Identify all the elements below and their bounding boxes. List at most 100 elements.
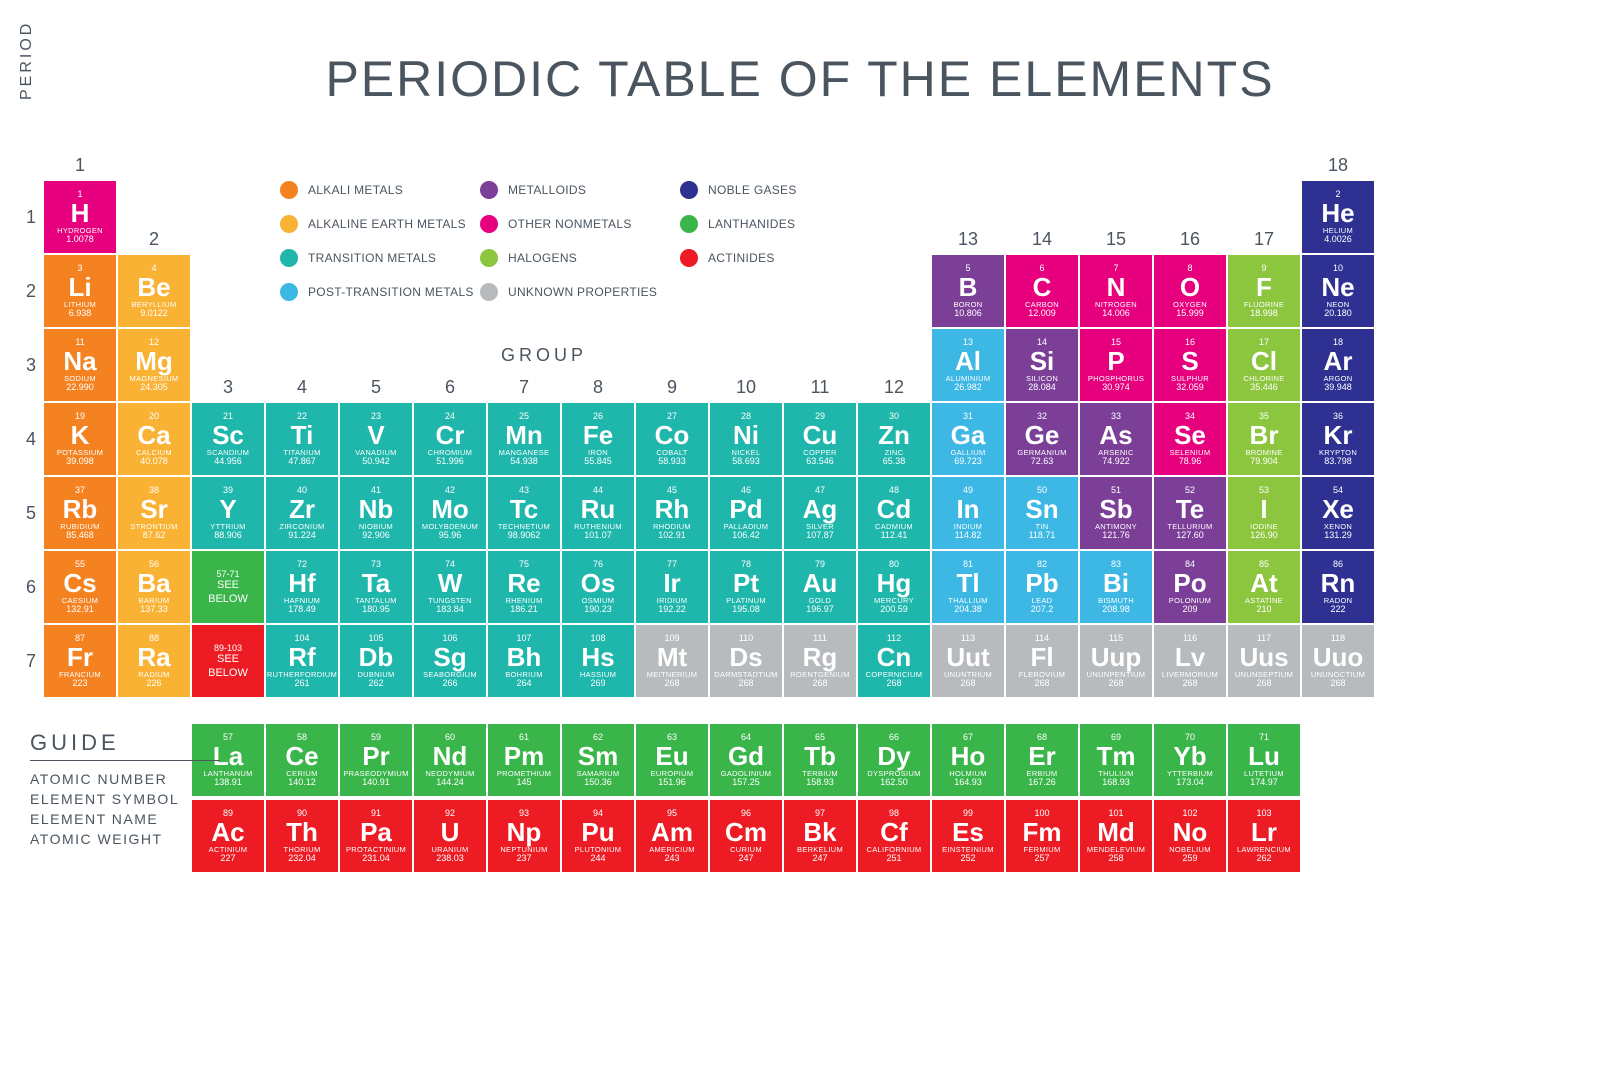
element-cell: 18ArARGON39.948 (1302, 329, 1374, 401)
element-symbol: Al (932, 348, 1004, 374)
legend-label: METALLOIDS (508, 183, 586, 197)
atomic-weight: 268 (932, 679, 1004, 688)
element-cell: 114FlFLEROVIUM268 (1006, 625, 1078, 697)
element-cell: 116LvLIVERMORIUM268 (1154, 625, 1226, 697)
element-symbol: Ce (266, 743, 338, 769)
element-cell: 65TbTERBIUM158.93 (784, 724, 856, 796)
element-cell: 25MnMANGANESE54.938 (488, 403, 560, 475)
atomic-weight: 232.04 (266, 854, 338, 863)
element-cell: 80HgMERCURY200.59 (858, 551, 930, 623)
element-cell: 1HHYDROGEN1.0078 (44, 181, 116, 253)
legend-label: UNKNOWN PROPERTIES (508, 285, 657, 299)
group-number: 4 (266, 377, 338, 398)
element-symbol: Pb (1006, 570, 1078, 596)
atomic-weight: 12.009 (1006, 309, 1078, 318)
legend-label: POST-TRANSITION METALS (308, 285, 474, 299)
element-symbol: Cn (858, 644, 930, 670)
element-symbol: Cr (414, 422, 486, 448)
element-symbol: Rb (44, 496, 116, 522)
element-cell: 90ThTHORIUM232.04 (266, 800, 338, 872)
element-symbol: B (932, 274, 1004, 300)
legend-item: ALKALINE EARTH METALS (280, 209, 480, 239)
element-symbol: Dy (858, 743, 930, 769)
atomic-weight: 24.305 (118, 383, 190, 392)
element-symbol: Si (1006, 348, 1078, 374)
element-cell: 99EsEINSTEINIUM252 (932, 800, 1004, 872)
element-symbol: Sc (192, 422, 264, 448)
atomic-weight: 167.26 (1006, 778, 1078, 787)
atomic-weight: 140.12 (266, 778, 338, 787)
element-symbol: Fe (562, 422, 634, 448)
group-number: 7 (488, 377, 560, 398)
legend-item: POST-TRANSITION METALS (280, 277, 480, 307)
element-cell: 36KrKRYPTON83.798 (1302, 403, 1374, 475)
atomic-weight: 244 (562, 854, 634, 863)
atomic-weight: 247 (784, 854, 856, 863)
atomic-weight: 268 (1302, 679, 1374, 688)
atomic-weight: 87.62 (118, 531, 190, 540)
element-cell: 74WTUNGSTEN183.84 (414, 551, 486, 623)
legend-dot-icon (480, 181, 498, 199)
atomic-weight: 26.982 (932, 383, 1004, 392)
period-number: 6 (26, 577, 36, 598)
element-cell: 58CeCERIUM140.12 (266, 724, 338, 796)
element-cell: 35BrBROMINE79.904 (1228, 403, 1300, 475)
element-cell: 44RuRUTHENIUM101.07 (562, 477, 634, 549)
element-cell: 59PrPRASEODYMIUM140.91 (340, 724, 412, 796)
element-symbol: F (1228, 274, 1300, 300)
element-cell: 19KPOTASSIUM39.098 (44, 403, 116, 475)
guide-title: GUIDE (30, 730, 220, 761)
element-cell: 83BiBISMUTH208.98 (1080, 551, 1152, 623)
atomic-weight: 6.938 (44, 309, 116, 318)
element-symbol: Uut (932, 644, 1004, 670)
group-number: 8 (562, 377, 634, 398)
element-symbol: Te (1154, 496, 1226, 522)
atomic-weight: 209 (1154, 605, 1226, 614)
atomic-weight: 47.867 (266, 457, 338, 466)
atomic-weight: 207.2 (1006, 605, 1078, 614)
legend-item: METALLOIDS (480, 175, 680, 205)
legend-item: LANTHANIDES (680, 209, 880, 239)
atomic-weight: 162.50 (858, 778, 930, 787)
element-cell: 88RaRADIUM226 (118, 625, 190, 697)
element-cell: 40ZrZIRCONIUM91.224 (266, 477, 338, 549)
element-cell: 55CsCAESIUM132.91 (44, 551, 116, 623)
atomic-weight: 91.224 (266, 531, 338, 540)
element-symbol: Os (562, 570, 634, 596)
element-cell: 110DsDARMSTADTIUM268 (710, 625, 782, 697)
atomic-weight: 192.22 (636, 605, 708, 614)
element-cell: 64GdGADOLINIUM157.25 (710, 724, 782, 796)
period-number: 1 (26, 207, 36, 228)
element-symbol: Pr (340, 743, 412, 769)
element-symbol: Fr (44, 644, 116, 670)
element-symbol: Br (1228, 422, 1300, 448)
element-cell: 47AgSILVER107.87 (784, 477, 856, 549)
see-below-cell: 89-103SEEBELOW (192, 625, 264, 697)
atomic-weight: 72.63 (1006, 457, 1078, 466)
atomic-weight: 85.468 (44, 531, 116, 540)
atomic-weight: 223 (44, 679, 116, 688)
element-cell: 7NNITROGEN14.006 (1080, 255, 1152, 327)
group-number: 14 (1006, 229, 1078, 250)
element-cell: 30ZnZINC65.38 (858, 403, 930, 475)
element-cell: 15PPHOSPHORUS30.974 (1080, 329, 1152, 401)
element-cell: 11NaSODIUM22.990 (44, 329, 116, 401)
element-cell: 96CmCURIUM247 (710, 800, 782, 872)
element-symbol: Ne (1302, 274, 1374, 300)
element-symbol: Ra (118, 644, 190, 670)
atomic-weight: 251 (858, 854, 930, 863)
legend-label: NOBLE GASES (708, 183, 797, 197)
atomic-weight: 247 (710, 854, 782, 863)
element-symbol: Hf (266, 570, 338, 596)
element-cell: 84PoPOLONIUM209 (1154, 551, 1226, 623)
element-symbol: Ti (266, 422, 338, 448)
element-symbol: Ar (1302, 348, 1374, 374)
legend-label: HALOGENS (508, 251, 577, 265)
legend-item: NOBLE GASES (680, 175, 880, 205)
element-cell: 86RnRADON222 (1302, 551, 1374, 623)
legend-item: ALKALI METALS (280, 175, 480, 205)
element-symbol: Yb (1154, 743, 1226, 769)
atomic-weight: 1.0078 (44, 235, 116, 244)
element-cell: 78PtPLATINUM195.08 (710, 551, 782, 623)
atomic-weight: 92.906 (340, 531, 412, 540)
